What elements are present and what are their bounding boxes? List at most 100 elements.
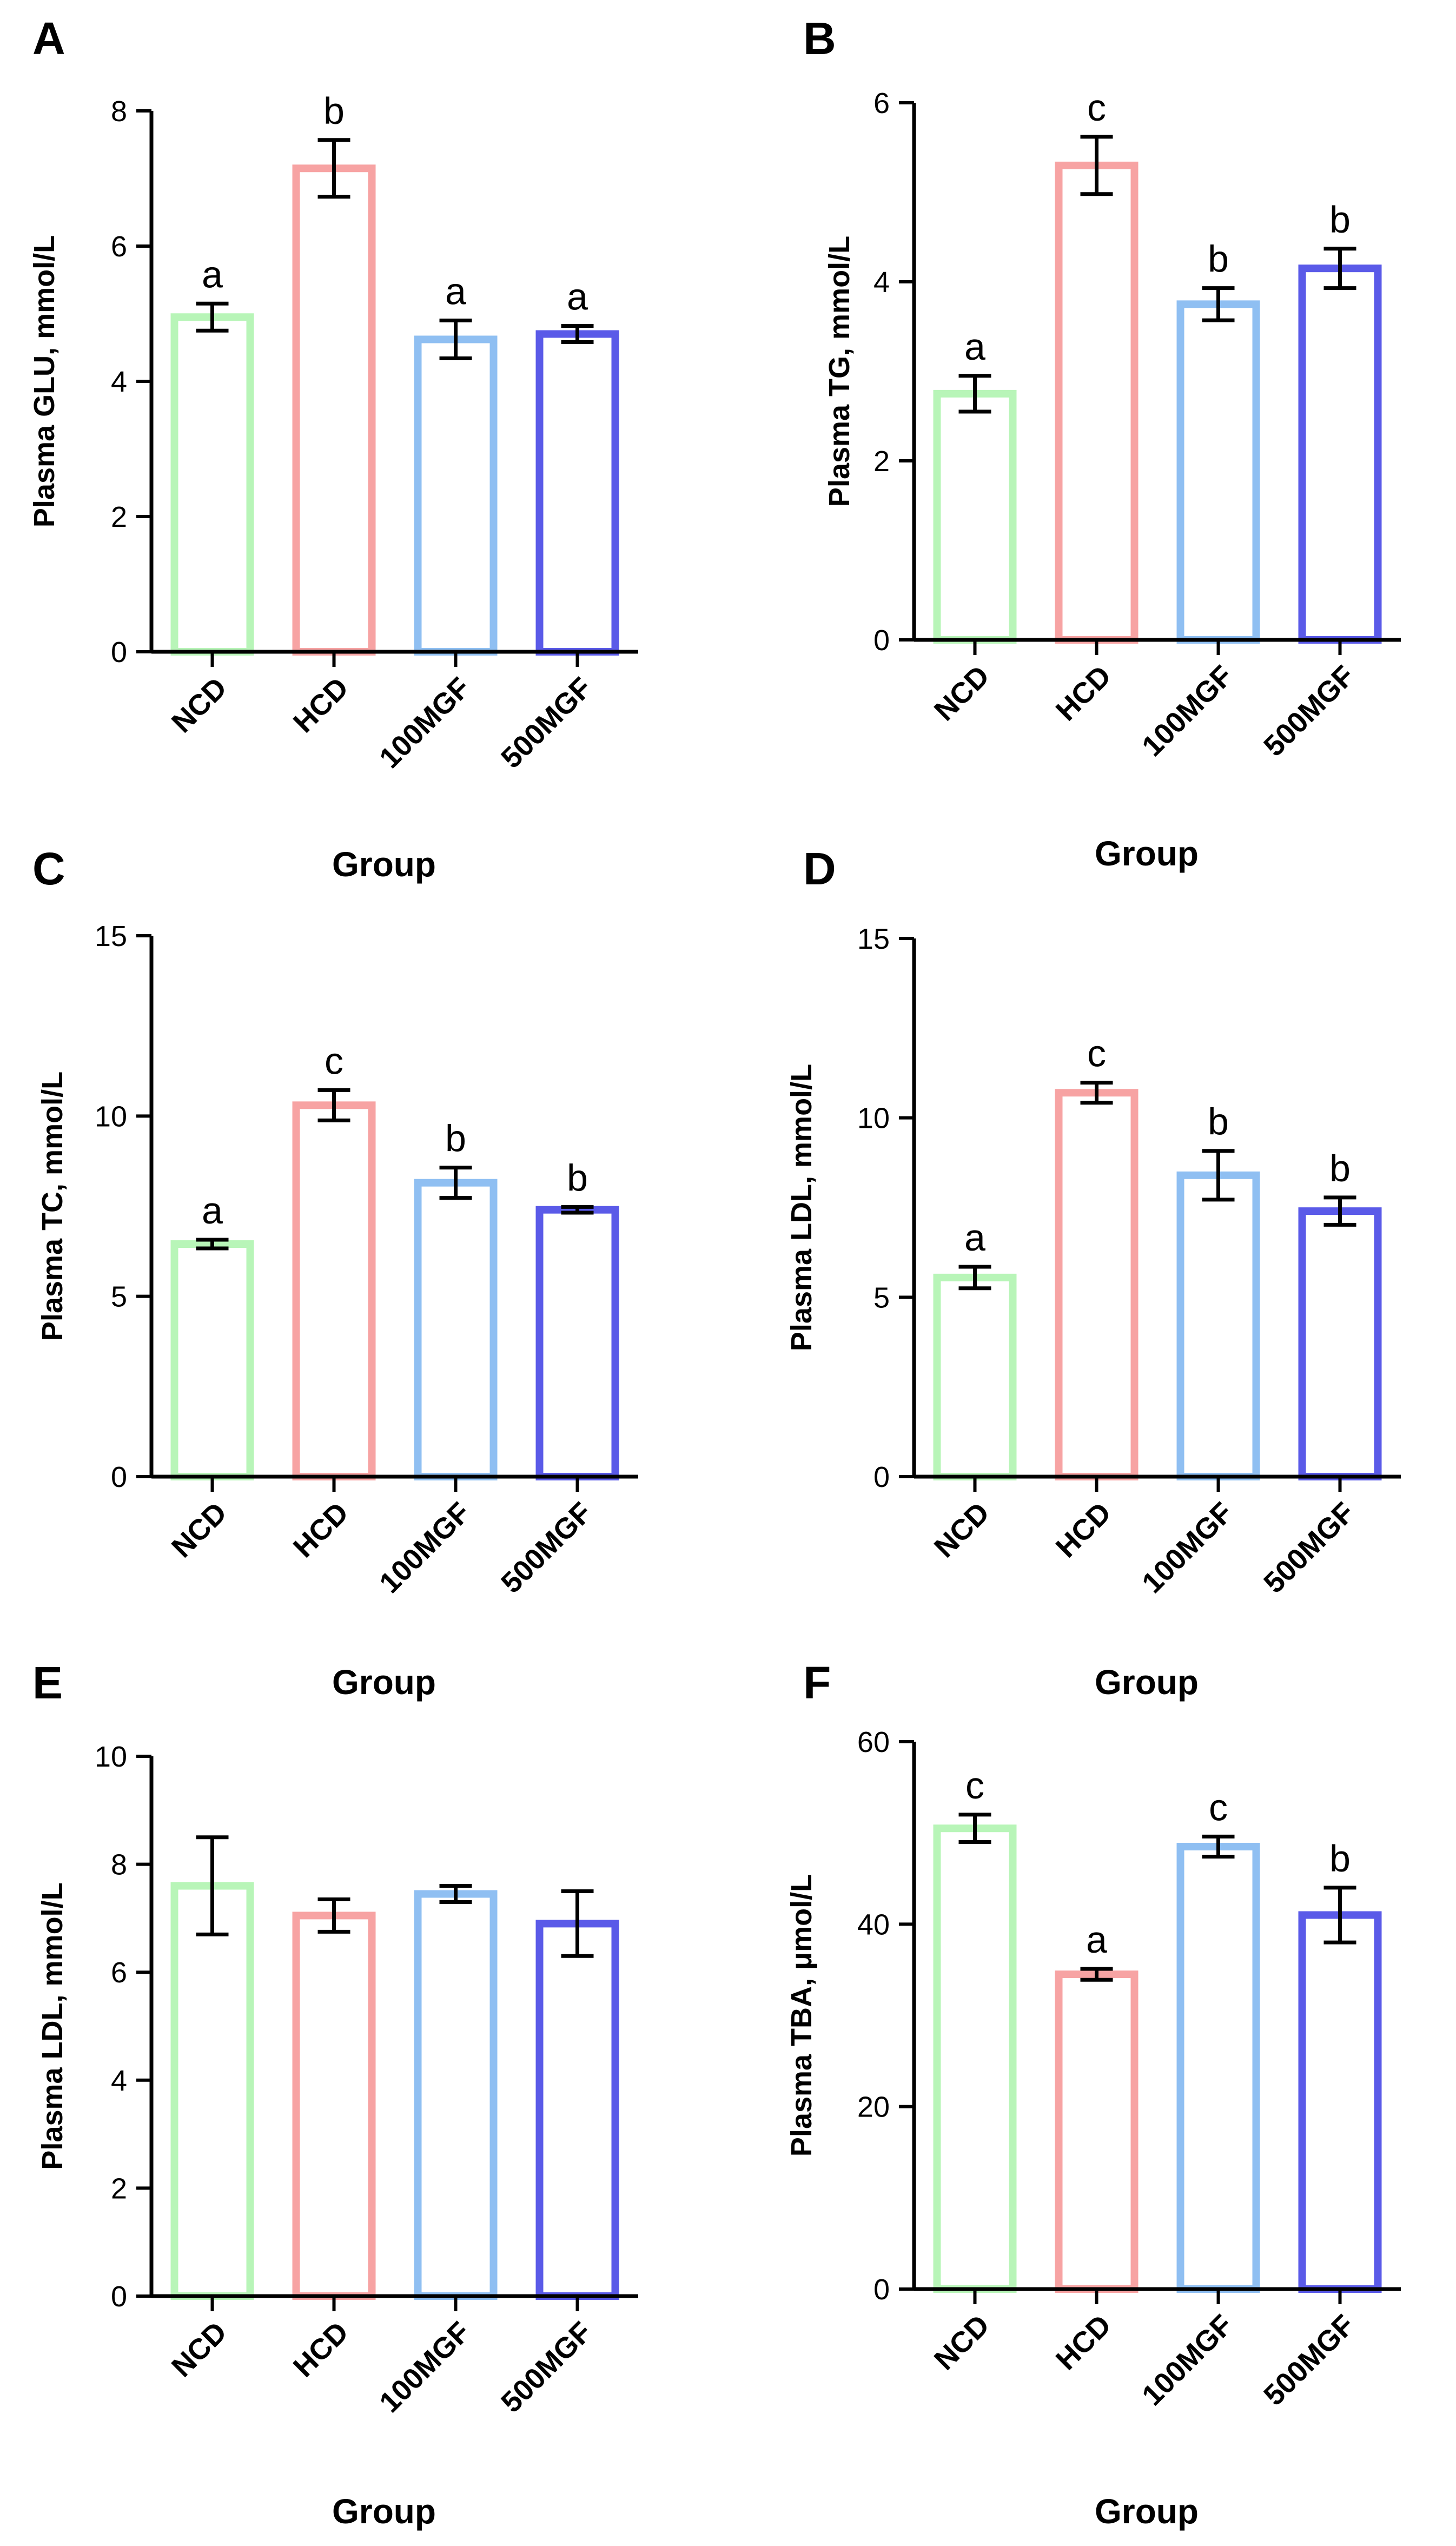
category-label-ncd: NCD bbox=[166, 1496, 233, 1564]
y-tick-label: 4 bbox=[873, 266, 890, 299]
significance-letter: a bbox=[567, 276, 588, 318]
bar-100mgf bbox=[414, 1890, 498, 2300]
x-axis-title: Group bbox=[1095, 834, 1199, 873]
y-tick-label: 10 bbox=[857, 1102, 890, 1135]
category-label-hcd: HCD bbox=[287, 1496, 355, 1564]
significance-letter: b bbox=[445, 1117, 466, 1160]
y-tick-label: 0 bbox=[873, 1461, 890, 1493]
significance-letter: b bbox=[1208, 1101, 1229, 1143]
y-tick-label: 0 bbox=[111, 636, 127, 669]
y-tick-label: 0 bbox=[111, 1461, 127, 1493]
bar-hcd bbox=[1055, 161, 1139, 644]
y-tick-label: 2 bbox=[111, 2172, 127, 2205]
category-label-hcd: HCD bbox=[1050, 1496, 1117, 1564]
x-axis-title: Group bbox=[332, 2492, 436, 2531]
panel-letter: A bbox=[32, 13, 65, 64]
bar-100mgf bbox=[414, 1179, 498, 1481]
bar-hcd bbox=[292, 164, 376, 656]
significance-letter: a bbox=[202, 1189, 223, 1232]
category-label-ncd: NCD bbox=[928, 2309, 996, 2376]
bar-hcd bbox=[292, 1101, 376, 1481]
bar-500mgf bbox=[535, 1920, 619, 2300]
y-tick-label: 40 bbox=[857, 1908, 890, 1941]
y-tick-label: 8 bbox=[111, 1849, 127, 1881]
panel-letter: F bbox=[803, 1657, 831, 1708]
chart-panel-b: Ba NCD c HCD b 100MGF b 500MGF 0 2 4 6 Plasma TG, mm… bbox=[803, 13, 1401, 873]
category-label-hcd: HCD bbox=[287, 671, 355, 739]
significance-letter: a bbox=[202, 253, 223, 295]
y-tick-label: 0 bbox=[873, 2273, 890, 2306]
y-tick-label: 0 bbox=[873, 624, 890, 657]
bar-500mgf bbox=[1298, 1911, 1382, 2293]
category-label-hcd: HCD bbox=[1050, 2309, 1117, 2376]
category-label-100mgf: 100MGF bbox=[373, 1496, 476, 1599]
y-axis-title: Plasma LDL, mmol/L bbox=[36, 1882, 69, 2170]
significance-letter: b bbox=[1329, 1837, 1351, 1880]
x-axis-title: Group bbox=[1095, 1663, 1199, 1702]
y-tick-label: 4 bbox=[111, 2065, 127, 2097]
bar-hcd bbox=[1055, 1970, 1139, 2293]
category-label-100mgf: 100MGF bbox=[373, 671, 476, 775]
y-tick-label: 5 bbox=[111, 1281, 127, 1313]
chart-panel-e: E NCD HCD 100MGF 500MGF 0 2 4 6 8 10 Plasma LDL, mm… bbox=[32, 1657, 638, 2531]
y-tick-label: 4 bbox=[111, 366, 127, 398]
panel-letter: D bbox=[803, 843, 836, 894]
y-tick-label: 10 bbox=[95, 1741, 127, 1773]
category-label-hcd: HCD bbox=[1050, 659, 1117, 727]
y-tick-label: 2 bbox=[873, 445, 890, 478]
significance-letter: b bbox=[1329, 199, 1351, 241]
significance-letter: c bbox=[1209, 1786, 1228, 1828]
bar-hcd bbox=[292, 1912, 376, 2300]
significance-letter: a bbox=[445, 270, 466, 313]
y-tick-label: 6 bbox=[111, 1956, 127, 1989]
y-axis-title: Plasma TG, mmol/L bbox=[823, 236, 856, 507]
category-label-hcd: HCD bbox=[287, 2316, 355, 2383]
y-tick-label: 8 bbox=[111, 95, 127, 128]
chart-panel-f: Fc NCD a HCD c 100MGF b 500MGF 0 20 40 60 Plasma TBA… bbox=[785, 1657, 1401, 2531]
bar-ncd bbox=[170, 313, 254, 656]
category-label-100mgf: 100MGF bbox=[373, 2316, 476, 2419]
significance-letter: a bbox=[1086, 1919, 1107, 1961]
x-axis-title: Group bbox=[332, 1663, 436, 1702]
category-label-500mgf: 500MGF bbox=[495, 1496, 598, 1599]
y-tick-label: 15 bbox=[95, 920, 127, 953]
y-tick-label: 0 bbox=[111, 2280, 127, 2313]
bar-500mgf bbox=[535, 330, 619, 656]
y-axis-title: Plasma LDL, mmol/L bbox=[785, 1064, 818, 1351]
y-tick-label: 20 bbox=[857, 2091, 890, 2124]
y-tick-label: 2 bbox=[111, 501, 127, 533]
y-axis-title: Plasma TC, mmol/L bbox=[36, 1072, 69, 1341]
bar-ncd bbox=[933, 389, 1017, 644]
panel-letter: B bbox=[803, 13, 836, 64]
bar-100mgf bbox=[1176, 1171, 1260, 1481]
chart-panel-d: Da NCD c HCD b 100MGF b 500MGF 0 5 10 15 Plasma LDL,… bbox=[785, 843, 1401, 1702]
x-axis-title: Group bbox=[332, 845, 436, 884]
category-label-500mgf: 500MGF bbox=[1258, 659, 1361, 763]
category-label-500mgf: 500MGF bbox=[1258, 1496, 1361, 1599]
bar-500mgf bbox=[1298, 264, 1382, 644]
significance-letter: a bbox=[964, 1216, 985, 1259]
category-label-500mgf: 500MGF bbox=[495, 2316, 598, 2419]
x-axis-title: Group bbox=[1095, 2492, 1199, 2531]
category-label-ncd: NCD bbox=[166, 2316, 233, 2383]
bar-hcd bbox=[1055, 1089, 1139, 1480]
category-label-500mgf: 500MGF bbox=[1258, 2309, 1361, 2412]
y-tick-label: 5 bbox=[873, 1281, 890, 1314]
chart-panel-c: Ca NCD c HCD b 100MGF b 500MGF 0 5 10 15 Plasma TC, … bbox=[32, 843, 638, 1702]
category-label-ncd: NCD bbox=[928, 659, 996, 727]
category-label-100mgf: 100MGF bbox=[1136, 659, 1239, 763]
bar-ncd bbox=[933, 1824, 1017, 2293]
panel-letter: C bbox=[32, 843, 65, 894]
significance-letter: b bbox=[1208, 238, 1229, 280]
y-tick-label: 10 bbox=[95, 1100, 127, 1133]
category-label-ncd: NCD bbox=[928, 1496, 996, 1564]
y-axis-title: Plasma GLU, mmol/L bbox=[28, 235, 61, 527]
y-axis-title: Plasma TBA, μmol/L bbox=[785, 1874, 818, 2157]
significance-letter: c bbox=[1087, 87, 1106, 129]
significance-letter: b bbox=[323, 90, 345, 132]
bar-100mgf bbox=[414, 335, 498, 656]
bar-500mgf bbox=[535, 1206, 619, 1481]
panel-letter: E bbox=[32, 1657, 63, 1708]
category-label-500mgf: 500MGF bbox=[495, 671, 598, 775]
